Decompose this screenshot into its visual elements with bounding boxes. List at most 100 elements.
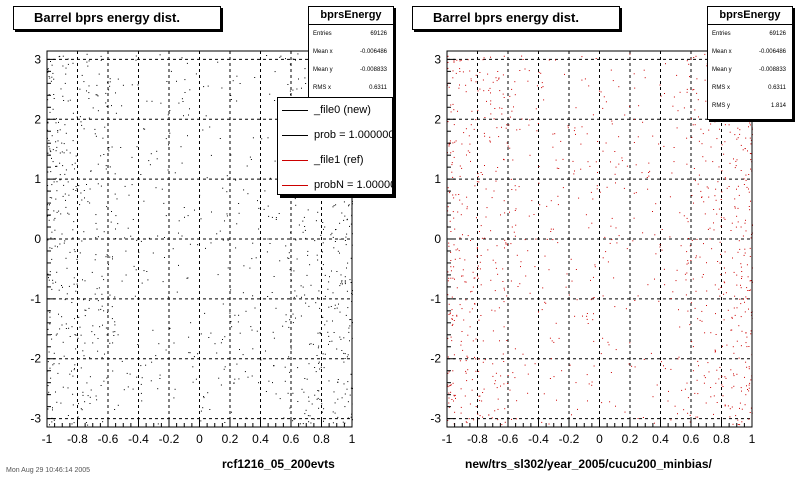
data-point xyxy=(55,334,57,336)
data-point xyxy=(452,315,454,317)
data-point xyxy=(203,86,205,88)
data-point xyxy=(81,199,83,201)
data-point xyxy=(341,350,343,351)
data-point xyxy=(691,118,692,120)
data-point xyxy=(85,309,87,311)
data-point xyxy=(689,421,691,423)
data-point xyxy=(455,194,457,196)
data-point xyxy=(83,128,85,130)
data-point xyxy=(305,302,307,304)
data-point xyxy=(503,361,505,362)
data-point xyxy=(447,384,449,386)
data-point xyxy=(88,60,90,62)
data-point xyxy=(51,247,53,249)
data-point xyxy=(336,307,338,309)
data-point xyxy=(62,286,63,288)
data-point xyxy=(344,353,346,355)
data-point xyxy=(723,319,725,321)
data-point xyxy=(491,197,493,199)
data-point xyxy=(469,70,471,72)
data-point xyxy=(746,346,748,348)
data-point xyxy=(451,318,453,320)
data-point xyxy=(507,375,509,376)
data-point xyxy=(674,405,676,407)
data-point xyxy=(477,109,479,111)
data-point xyxy=(140,392,142,394)
data-point xyxy=(64,240,66,242)
data-point xyxy=(88,92,90,94)
data-point xyxy=(348,204,350,206)
data-point xyxy=(698,174,700,176)
data-point xyxy=(631,365,633,367)
data-point xyxy=(195,378,197,380)
data-point xyxy=(181,98,183,100)
data-point xyxy=(576,299,578,301)
data-point xyxy=(534,363,536,365)
data-point xyxy=(323,408,325,410)
data-point xyxy=(498,136,500,138)
data-point xyxy=(296,258,298,260)
data-point xyxy=(319,307,321,309)
data-point xyxy=(222,239,224,241)
data-point xyxy=(740,387,742,389)
right-stats-label: Mean y xyxy=(712,67,732,73)
data-point xyxy=(453,60,455,62)
data-point xyxy=(453,320,455,321)
data-point xyxy=(109,85,111,87)
data-point xyxy=(343,383,345,385)
data-point xyxy=(58,289,60,291)
data-point xyxy=(461,331,463,332)
data-point xyxy=(727,309,729,311)
data-point xyxy=(482,361,484,363)
data-point xyxy=(52,161,54,163)
data-point xyxy=(478,319,480,321)
data-point xyxy=(694,392,696,394)
data-point xyxy=(97,236,99,238)
data-point xyxy=(710,146,712,148)
data-point xyxy=(317,397,319,399)
data-point xyxy=(677,358,679,360)
data-point xyxy=(176,80,177,82)
data-point xyxy=(475,406,477,408)
data-point xyxy=(340,274,342,276)
data-point xyxy=(471,308,473,310)
data-point xyxy=(479,72,481,73)
data-point xyxy=(49,316,51,318)
data-point xyxy=(50,151,52,153)
data-point xyxy=(704,53,706,55)
data-point xyxy=(470,160,471,162)
data-point xyxy=(701,276,703,278)
data-point xyxy=(455,249,457,251)
data-point xyxy=(49,148,51,150)
x-tick-label: 0.6 xyxy=(683,432,700,446)
data-point xyxy=(528,215,530,217)
data-point xyxy=(115,238,117,239)
data-point xyxy=(114,331,116,333)
data-point xyxy=(721,345,723,347)
data-point xyxy=(255,257,257,259)
data-point xyxy=(94,259,96,261)
data-point xyxy=(737,221,739,223)
data-point xyxy=(746,264,748,266)
data-point xyxy=(242,354,244,356)
data-point xyxy=(615,227,617,229)
data-point xyxy=(750,280,752,281)
data-point xyxy=(528,124,530,126)
data-point xyxy=(745,361,747,363)
data-point xyxy=(343,201,345,203)
data-point xyxy=(574,127,576,129)
data-point xyxy=(332,411,334,413)
data-point xyxy=(210,154,212,156)
data-point xyxy=(484,359,486,361)
data-point xyxy=(744,148,746,149)
data-point xyxy=(448,397,450,399)
data-point xyxy=(710,387,712,388)
data-point xyxy=(274,71,276,73)
data-point xyxy=(643,69,645,71)
data-point xyxy=(447,280,449,282)
data-point xyxy=(110,221,112,223)
data-point xyxy=(250,326,252,328)
left-stats-row-mean-x: Mean x -0.006486 xyxy=(309,43,393,61)
data-point xyxy=(737,419,739,421)
data-point xyxy=(63,184,65,186)
